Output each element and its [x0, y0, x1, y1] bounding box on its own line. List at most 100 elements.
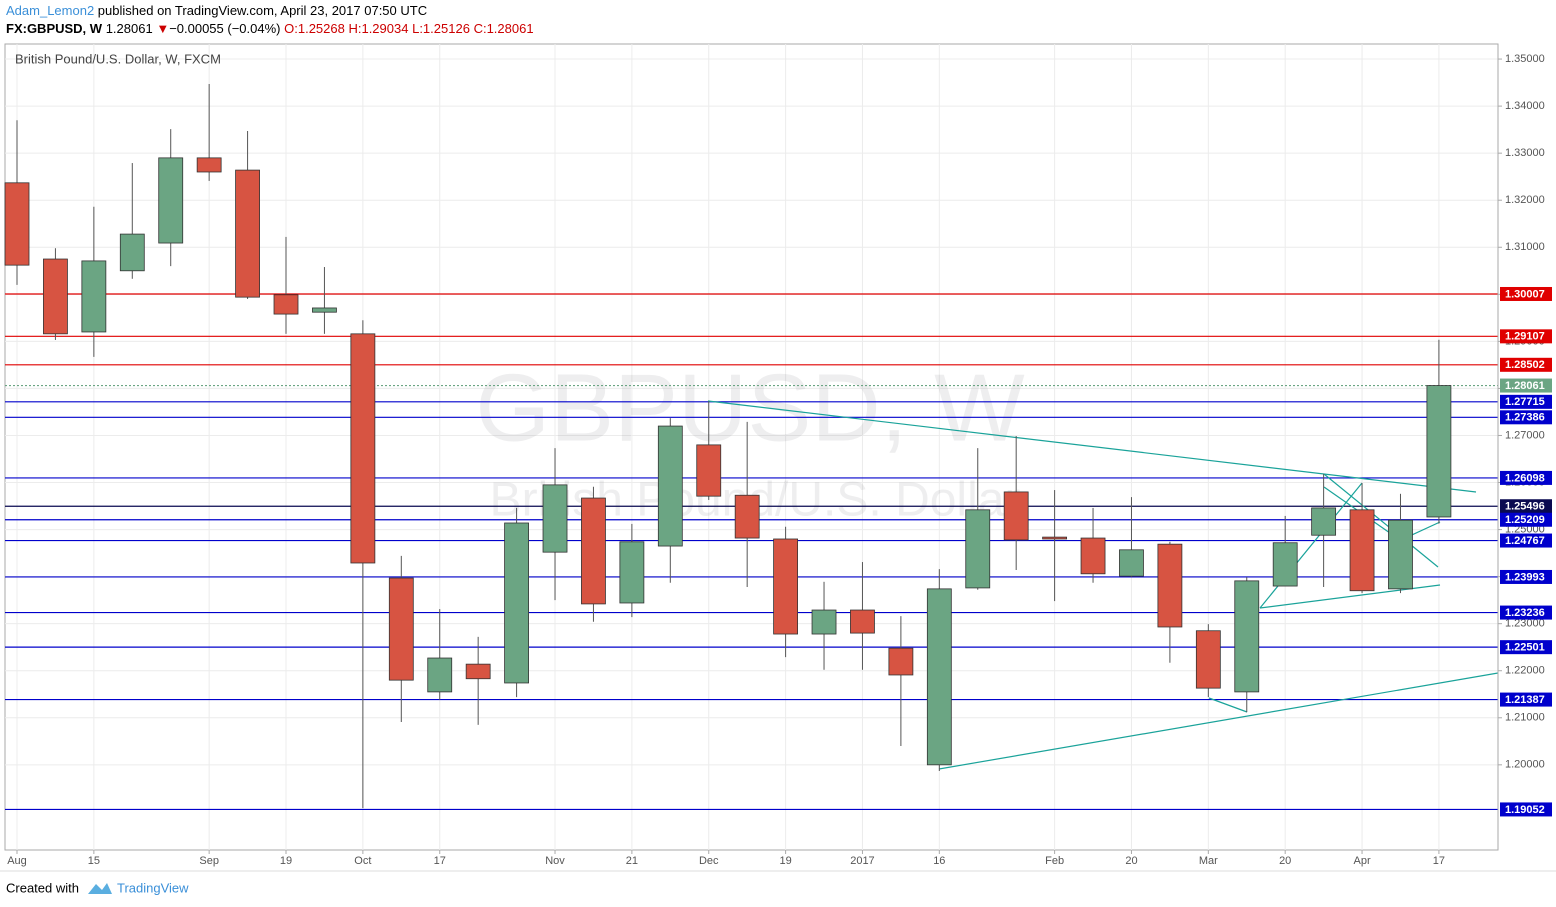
- price-lines: [5, 293, 1498, 811]
- x-tick-label: Apr: [1353, 855, 1370, 867]
- price-label-bg: [1500, 357, 1552, 372]
- x-tick-label: 21: [626, 855, 638, 867]
- trendline: [707, 400, 1477, 493]
- trendline: [938, 672, 1499, 770]
- trendline: [1208, 697, 1248, 713]
- candle-body: [81, 260, 107, 333]
- chart-title: British Pound/U.S. Dollar, W, FXCM: [15, 51, 221, 66]
- trendlines: [707, 400, 1499, 770]
- trendline: [1323, 473, 1439, 568]
- price-label-bg: [1500, 640, 1552, 655]
- price-label: 1.30007: [1505, 288, 1545, 300]
- open: O:1.25268: [284, 21, 345, 36]
- axis: 1.35000 1.34000 1.33000 1.32000 1.31000 1.300…: [7, 53, 1552, 867]
- candle-body: [388, 577, 414, 681]
- x-tick-label: 2017: [850, 855, 874, 867]
- y-tick-label: 1.27000: [1505, 429, 1545, 441]
- candle-body: [734, 494, 760, 539]
- candle-body: [1426, 385, 1452, 518]
- symbol-line: FX:GBPUSD, W 1.28061 ▼−0.00055 (−0.04%) …: [6, 21, 534, 36]
- author[interactable]: Adam_Lemon2: [6, 3, 94, 18]
- candle-body: [1042, 536, 1068, 540]
- x-tick-label: 17: [1433, 855, 1445, 867]
- price-label: 1.27715: [1505, 396, 1545, 408]
- x-tick-label: 20: [1125, 855, 1137, 867]
- price-label: 1.19052: [1505, 804, 1545, 816]
- candle-body: [43, 258, 68, 335]
- y-tick-label: 1.32000: [1505, 194, 1545, 206]
- price-label-bg: [1500, 533, 1552, 548]
- symbol: FX:GBPUSD, W: [6, 21, 103, 36]
- x-tick-label: 19: [779, 855, 791, 867]
- y-tick-label: 1.21000: [1505, 712, 1545, 724]
- price-label: 1.25496: [1505, 501, 1545, 513]
- price-label: 1.27386: [1505, 412, 1545, 424]
- y-tick-label: 1.33000: [1505, 147, 1545, 159]
- candle-body: [158, 157, 184, 244]
- candle-body: [235, 169, 260, 298]
- y-tick-label: 1.22000: [1505, 665, 1545, 677]
- candle-body: [312, 307, 337, 313]
- candle-body: [4, 182, 30, 266]
- candle-body: [1234, 580, 1260, 693]
- x-tick-label: Feb: [1045, 855, 1064, 867]
- candle-body: [1080, 537, 1106, 575]
- price-label-bg: [1500, 569, 1552, 584]
- candle-body: [542, 484, 568, 553]
- price-label-bg: [1500, 470, 1552, 485]
- x-tick-label: Mar: [1199, 855, 1218, 867]
- x-tick-label: Aug: [7, 855, 27, 867]
- price-label-bg: [1500, 499, 1552, 514]
- watermark: GBPUSD, W: [475, 354, 1025, 461]
- price-label-bg: [1500, 286, 1552, 301]
- y-tick-label: 1.23000: [1505, 618, 1545, 630]
- candle-body: [696, 444, 722, 497]
- created-with: Created with: [6, 880, 79, 895]
- brand[interactable]: TradingView: [117, 880, 189, 895]
- price-label: 1.28061: [1505, 380, 1545, 392]
- price-label: 1.29107: [1505, 331, 1545, 343]
- candle-body: [773, 538, 798, 635]
- x-tick-label: Oct: [354, 855, 371, 867]
- x-tick-label: 19: [280, 855, 292, 867]
- candle-body: [465, 663, 491, 680]
- arrow: ▼: [156, 21, 169, 36]
- price-label: 1.28502: [1505, 359, 1545, 371]
- change: −0.00055 (−0.04%): [169, 21, 280, 36]
- price-label-bg: [1500, 512, 1552, 527]
- price-label-bg: [1500, 410, 1552, 425]
- candle-body: [1003, 491, 1029, 541]
- candle-body: [619, 541, 645, 604]
- x-tick-label: 20: [1279, 855, 1291, 867]
- candle-body: [811, 609, 837, 635]
- price-label-bg: [1500, 692, 1552, 707]
- x-tick-label: 16: [933, 855, 945, 867]
- x-tick-label: 15: [88, 855, 100, 867]
- y-tick-label: 1.20000: [1505, 759, 1545, 771]
- price-label: 1.24767: [1505, 535, 1545, 547]
- candle-body: [1311, 507, 1337, 536]
- y-tick-label: 1.35000: [1505, 53, 1545, 65]
- trendline: [1259, 482, 1363, 609]
- candle-body: [581, 497, 606, 605]
- published: published on TradingView.com, April 23, …: [98, 3, 427, 18]
- low: L:1.25126: [412, 21, 470, 36]
- candle-body: [850, 609, 875, 634]
- logo: [88, 883, 112, 894]
- candle-body: [888, 647, 914, 676]
- candle-body: [1272, 542, 1298, 587]
- high: H:1.29034: [348, 21, 408, 36]
- candle-body: [1195, 630, 1221, 689]
- candle-body: [196, 157, 222, 173]
- last: 1.28061: [106, 21, 153, 36]
- price-label-bg: [1500, 329, 1552, 344]
- x-tick-label: 17: [434, 855, 446, 867]
- x-tick-label: Nov: [545, 855, 565, 867]
- price-label: 1.22501: [1505, 642, 1545, 654]
- price-label-bg: [1500, 802, 1552, 817]
- close: C:1.28061: [474, 21, 534, 36]
- candle-body: [657, 425, 683, 547]
- price-label: 1.26098: [1505, 472, 1545, 484]
- candle-body: [1349, 509, 1375, 592]
- price-label-bg: [1500, 378, 1552, 393]
